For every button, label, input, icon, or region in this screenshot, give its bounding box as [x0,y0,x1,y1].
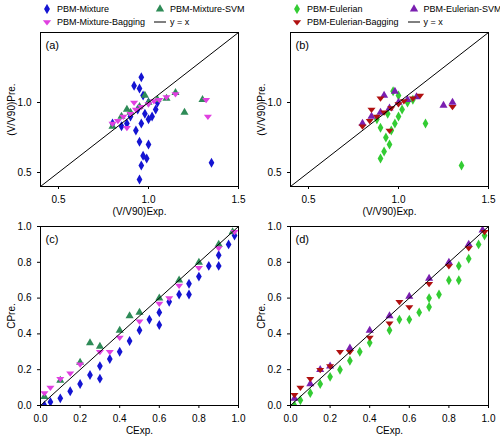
svg-text:CPre.: CPre. [6,303,17,329]
html-text:PBM-Mixture-SVM: PBM-Mixture-SVM [170,4,245,14]
svg-text:0.2: 0.2 [18,364,32,375]
html-text:PBM-Mixture-Bagging: PBM-Mixture-Bagging [57,17,145,27]
svg-text:1.0: 1.0 [142,194,156,205]
svg-text:0.8: 0.8 [18,257,32,268]
svg-text:0.0: 0.0 [284,413,298,424]
svg-text:0.0: 0.0 [18,400,32,411]
svg-text:0.5: 0.5 [268,167,282,178]
svg-text:CPre.: CPre. [256,303,267,329]
svg-text:0.8: 0.8 [192,413,206,424]
svg-text:1.5: 1.5 [482,194,496,205]
svg-text:0.4: 0.4 [363,413,377,424]
svg-text:1.5: 1.5 [232,194,246,205]
svg-text:1.0: 1.0 [268,221,282,232]
svg-text:CExp.: CExp. [126,425,153,436]
svg-text:1.0: 1.0 [18,221,32,232]
svg-text:1.0: 1.0 [392,194,406,205]
svg-text:0.4: 0.4 [18,328,32,339]
svg-text:0.6: 0.6 [152,413,166,424]
svg-text:0.6: 0.6 [18,292,32,303]
html-text:y = x: y = x [170,17,190,27]
svg-text:0.0: 0.0 [268,400,282,411]
svg-text:0.4: 0.4 [268,328,282,339]
svg-text:0.8: 0.8 [442,413,456,424]
svg-text:1.0: 1.0 [268,97,282,108]
svg-text:(a): (a) [46,39,59,51]
svg-text:1.0: 1.0 [232,413,246,424]
svg-text:0.5: 0.5 [52,194,66,205]
svg-text:0.2: 0.2 [268,364,282,375]
html-text:PBM-Eulerian: PBM-Eulerian [307,4,363,14]
svg-text:0.4: 0.4 [113,413,127,424]
svg-text:(d): (d) [296,233,309,245]
svg-text:CExp.: CExp. [376,425,403,436]
svg-text:(b): (b) [296,39,309,51]
svg-text:1.0: 1.0 [18,97,32,108]
svg-text:0.6: 0.6 [402,413,416,424]
svg-text:(V/V90)Exp.: (V/V90)Exp. [113,206,167,217]
html-text:y = x: y = x [423,17,443,27]
svg-text:0.6: 0.6 [268,292,282,303]
svg-text:0.2: 0.2 [73,413,87,424]
html-text:PBM-Mixture: PBM-Mixture [57,4,109,14]
svg-text:0.0: 0.0 [34,413,48,424]
svg-text:0.2: 0.2 [323,413,337,424]
svg-text:1.0: 1.0 [482,413,496,424]
svg-text:(V/V90)Pre.: (V/V90)Pre. [256,83,267,135]
svg-text:0.8: 0.8 [268,257,282,268]
svg-text:(V/V90)Exp.: (V/V90)Exp. [363,206,417,217]
html-text:PBM-Eulerian-Bagging: PBM-Eulerian-Bagging [307,17,399,27]
svg-text:(V/V90)Pre.: (V/V90)Pre. [6,83,17,135]
svg-text:0.5: 0.5 [18,167,32,178]
svg-text:(c): (c) [46,233,59,245]
svg-text:0.5: 0.5 [302,194,316,205]
